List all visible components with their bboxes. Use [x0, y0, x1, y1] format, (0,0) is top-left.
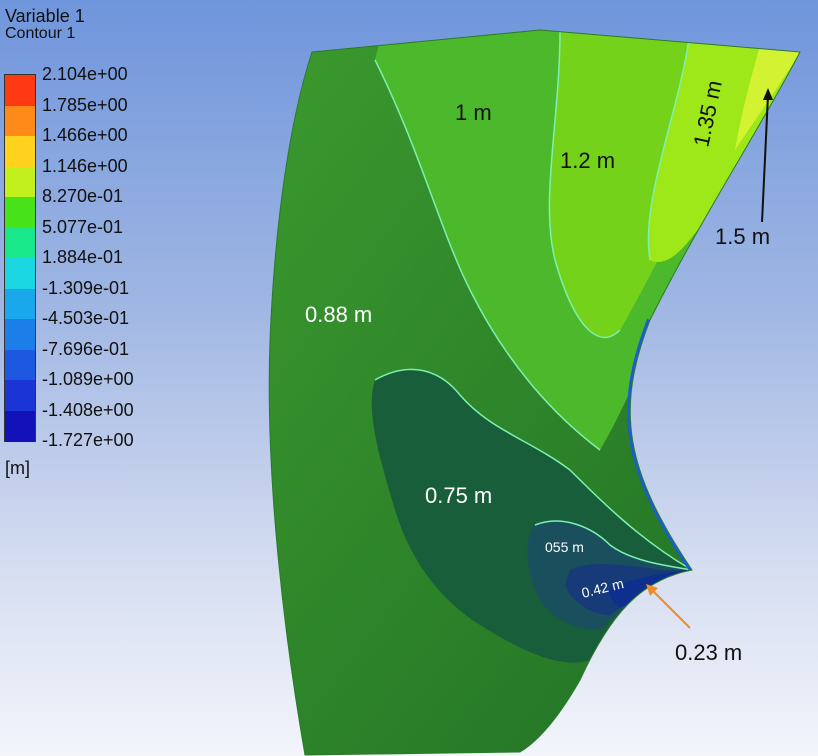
- colorbar-segment: [5, 75, 35, 106]
- colorbar-tick-label: 8.270e-01: [42, 186, 124, 206]
- colorbar-tick-label: 5.077e-01: [42, 216, 124, 237]
- colorbar-segment: [5, 288, 35, 320]
- colorbar-segment: [5, 258, 35, 289]
- domain-outline: [268, 29, 801, 756]
- contour-label-1-2m: 1.2 m: [560, 148, 615, 173]
- isoline-135-120: [647, 31, 691, 261]
- colorbar-segment: [5, 105, 35, 137]
- colorbar-tick-label: -7.696e-01: [42, 338, 130, 359]
- colorbar-tick-label: 1.466e+00: [42, 125, 128, 145]
- colorbar-segment: [5, 410, 35, 442]
- colorbar-segment: [5, 166, 35, 198]
- colorbar-tick-label: 1.785e+00: [42, 94, 128, 115]
- isoline-120-100: [548, 30, 621, 339]
- colorbar-tick-label: -1.309e-01: [42, 277, 130, 298]
- legend-unit: [m]: [5, 458, 30, 478]
- colorbar-tick-label: -1.727e+00: [42, 430, 134, 450]
- contour-label-055m: 055 m: [545, 539, 584, 555]
- colorbar-segment: [5, 197, 35, 228]
- contour-label-0-23m: 0.23 m: [675, 640, 742, 665]
- colorbar-tick-label: -1.408e+00: [42, 399, 134, 420]
- arrow-1-5m: [761, 94, 769, 223]
- isoline-055: [534, 520, 693, 571]
- colorbar-segment: [5, 349, 35, 381]
- legend-title: Variable 1: [5, 6, 85, 26]
- arrow-0-23m: [651, 589, 691, 629]
- colorbar: [4, 74, 36, 442]
- colorbar-tick-label: 1.884e-01: [42, 247, 124, 267]
- arrow-1-5m-head: [763, 88, 773, 100]
- arrow-0-23m-head: [646, 584, 658, 596]
- isoline-088-075: [374, 368, 693, 571]
- colorbar-segment: [5, 380, 35, 411]
- legend-subtitle: Contour 1: [5, 25, 76, 42]
- colorbar-tick-label: 2.104e+00: [42, 64, 128, 84]
- contour-label-0-75m: 0.75 m: [425, 483, 492, 508]
- contour-label-0-88m: 0.88 m: [305, 302, 372, 327]
- colorbar-tick-label: -4.503e-01: [42, 308, 130, 328]
- colorbar-segment: [5, 319, 35, 350]
- contour-label-1m: 1 m: [455, 100, 492, 125]
- colorbar-segment: [5, 136, 35, 167]
- colorbar-segment: [5, 227, 35, 259]
- colorbar-tick-label: 1.146e+00: [42, 155, 128, 176]
- isoline-100-088: [374, 59, 601, 451]
- contour-label-1-5m: 1.5 m: [715, 224, 770, 249]
- colorbar-tick-label: -1.089e+00: [42, 369, 134, 389]
